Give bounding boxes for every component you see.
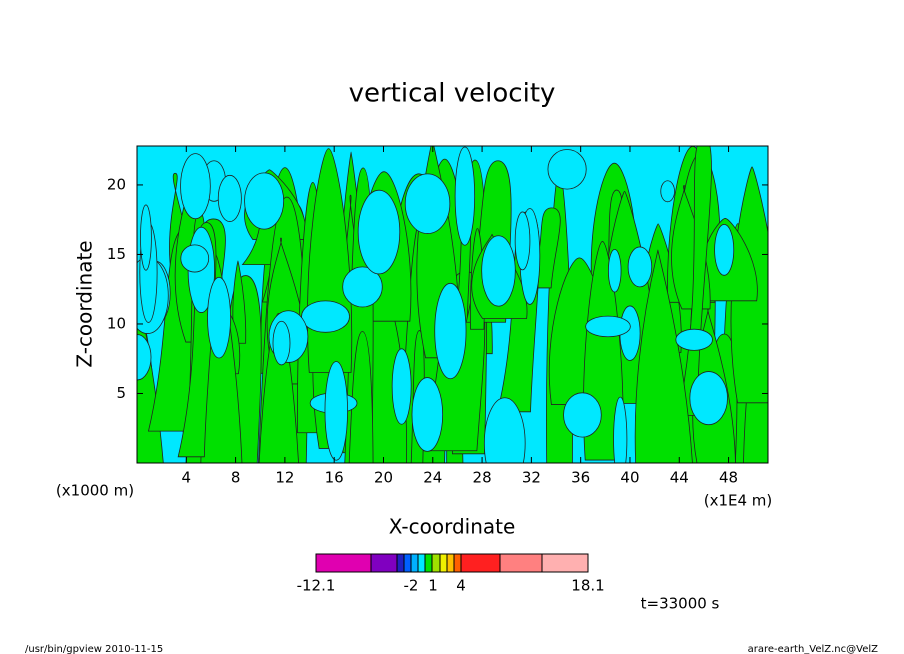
x-tick-label: 16 <box>325 469 344 487</box>
field-region <box>689 371 728 426</box>
x-tick-label: 28 <box>473 469 492 487</box>
colorbar-cell <box>396 553 405 573</box>
colorbar-cell <box>424 553 433 573</box>
x-tick-label: 4 <box>182 469 192 487</box>
field-region <box>342 266 383 308</box>
x-unit-left: (x1000 m) <box>56 482 134 500</box>
field-region <box>207 276 231 359</box>
colorbar-cell <box>431 553 441 573</box>
x-axis-label: X-coordinate <box>389 515 516 539</box>
field-region <box>714 223 735 276</box>
field-region <box>301 300 350 333</box>
field-region <box>348 331 374 463</box>
colorbar-label: -2 <box>404 577 419 595</box>
x-tick-label: 48 <box>719 469 738 487</box>
x-tick-label: 44 <box>670 469 689 487</box>
field-region <box>634 249 693 463</box>
chart-title: vertical velocity <box>349 79 556 109</box>
footer-right: arare-earth_VelZ.nc@VelZ <box>748 644 879 654</box>
y-tick-label: 15 <box>107 245 126 263</box>
colorbar-cell <box>446 553 455 573</box>
field-region <box>404 173 451 234</box>
colorbar-cell <box>499 553 543 573</box>
field-region <box>454 146 476 246</box>
field-region <box>483 397 526 463</box>
x-tick-label: 36 <box>571 469 590 487</box>
x-tick-label: 32 <box>522 469 541 487</box>
x-tick-label: 24 <box>423 469 442 487</box>
colorbar-cell <box>439 553 448 573</box>
x-tick-label: 12 <box>275 469 294 487</box>
field-region <box>391 348 412 425</box>
field-region <box>217 174 242 222</box>
colorbar-cell <box>315 553 372 573</box>
footer-left: /usr/bin/gpview 2010-11-15 <box>25 644 163 654</box>
colorbar-label: 4 <box>456 577 466 595</box>
field-region <box>585 315 631 338</box>
colorbar-label: 18.1 <box>571 577 604 595</box>
field-region <box>232 260 247 344</box>
field-region <box>411 377 444 452</box>
field-region <box>660 180 675 203</box>
field-region <box>675 328 713 351</box>
field-region <box>324 361 348 461</box>
colorbar-cell <box>410 553 419 573</box>
y-tick-label: 10 <box>107 314 126 332</box>
field-region <box>677 146 712 416</box>
x-tick-label: 8 <box>231 469 241 487</box>
colorbar-cell <box>453 553 462 573</box>
field-region <box>258 312 299 463</box>
field-region <box>563 392 602 438</box>
colorbar-cell <box>370 553 398 573</box>
plot-frame <box>136 145 769 464</box>
x-tick-label: 40 <box>620 469 639 487</box>
colorbar-cell <box>460 553 501 573</box>
colorbar-cell <box>541 553 589 573</box>
field-region <box>481 235 516 307</box>
field <box>137 146 768 463</box>
field-region <box>434 282 467 380</box>
colorbar-cell <box>403 553 412 573</box>
field-region <box>608 248 622 293</box>
colorbar-label: -12.1 <box>297 577 336 595</box>
field-region <box>547 149 587 190</box>
field-region <box>357 189 401 275</box>
x-tick-label: 20 <box>374 469 393 487</box>
field-region <box>180 244 210 273</box>
x-unit-right: (x1E4 m) <box>704 492 773 510</box>
field-region <box>514 211 531 271</box>
colorbar-label: 1 <box>428 577 438 595</box>
y-tick-label: 20 <box>107 175 126 193</box>
time-label: t=33000 s <box>641 595 720 613</box>
field-region <box>627 246 653 288</box>
y-tick-label: 5 <box>116 384 126 402</box>
field-region <box>613 396 628 463</box>
colorbar-cell <box>417 553 426 573</box>
field-region <box>140 204 152 271</box>
field-region <box>272 320 291 366</box>
field-region <box>180 153 211 220</box>
field-region <box>244 172 285 230</box>
y-axis-label: Z-coordinate <box>73 240 97 367</box>
